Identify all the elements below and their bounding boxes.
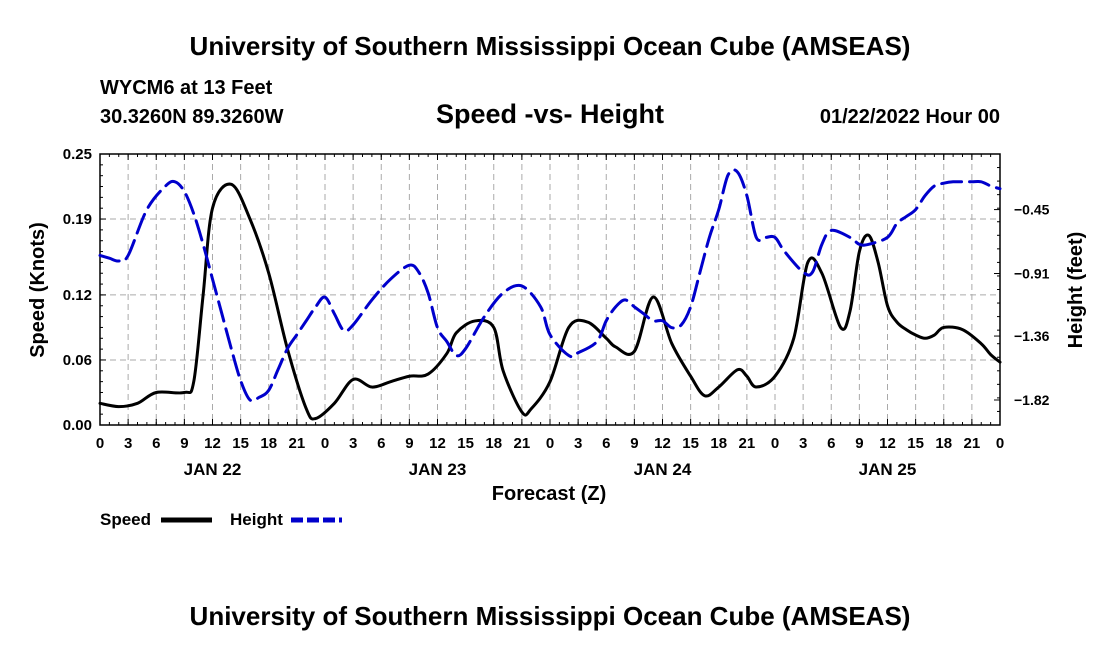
legend-speed-label: Speed (100, 510, 151, 529)
x-tick-label: 9 (180, 435, 188, 452)
y-axis-title: Speed (Knots) (27, 222, 49, 358)
x-tick-label: 12 (879, 435, 896, 452)
footer-title: University of Southern Mississippi Ocean… (189, 601, 911, 631)
x-tick-label: 6 (602, 435, 610, 452)
x-tick-label: 9 (630, 435, 638, 452)
y-tick-label: 0.00 (63, 417, 92, 434)
x-tick-label: 15 (682, 435, 699, 452)
y-tick-label: 0.19 (63, 211, 92, 228)
x-tick-label: 0 (546, 435, 554, 452)
legend: Speed Height (100, 510, 342, 529)
x-tick-label: 12 (204, 435, 221, 452)
x-tick-label: 18 (935, 435, 952, 452)
x-tick-label: 15 (232, 435, 249, 452)
station-label: WYCM6 at 13 Feet (100, 77, 273, 99)
x-tick-label: 0 (321, 435, 329, 452)
y2-tick-label: −0.45 (1014, 202, 1050, 218)
x-tick-label: 3 (574, 435, 582, 452)
series-line-speed (98, 182, 1002, 421)
x-tick-label: 18 (260, 435, 277, 452)
y2-tick-label: −0.91 (1014, 266, 1050, 282)
x-tick-label: 12 (654, 435, 671, 452)
page-title: University of Southern Mississippi Ocean… (189, 31, 911, 61)
x-tick-label: 15 (457, 435, 474, 452)
x-tick-label: 9 (405, 435, 413, 452)
x-tick-label: 6 (152, 435, 160, 452)
date-label: JAN 24 (634, 460, 692, 479)
y2-tick-label: −1.82 (1014, 392, 1050, 408)
date-label: JAN 23 (409, 460, 467, 479)
x-tick-label: 21 (964, 435, 981, 452)
location-label: 30.3260N 89.3260W (100, 106, 284, 128)
grid-lines (100, 154, 1000, 425)
x-tick-label: 18 (710, 435, 727, 452)
y2-axis-title: Height (feet) (1065, 232, 1087, 349)
x-tick-label: 3 (349, 435, 357, 452)
x-tick-label: 6 (827, 435, 835, 452)
date-label: JAN 25 (859, 460, 917, 479)
x-axis-title: Forecast (Z) (492, 483, 606, 505)
y-tick-label: 0.25 (63, 146, 92, 163)
x-tick-label: 0 (96, 435, 104, 452)
legend-height-label: Height (230, 510, 283, 529)
y-tick-label: 0.06 (63, 352, 92, 369)
x-tick-label: 21 (514, 435, 531, 452)
series-layer (98, 168, 1002, 421)
x-tick-label: 6 (377, 435, 385, 452)
x-tick-label: 0 (771, 435, 779, 452)
x-tick-label: 15 (907, 435, 924, 452)
axis-ticks: 0 3 6 9 12 15 18 21 0 3 6 9 12 15 18 21 0 3 6 9 12 15 18 21 0 3 6 9… (63, 146, 1050, 479)
x-tick-label: 3 (799, 435, 807, 452)
y-tick-label: 0.12 (63, 287, 92, 304)
series-line-height (98, 168, 1002, 403)
speed-height-chart: 0 3 6 9 12 15 18 21 0 3 6 9 12 15 18 21 0 3 6 9 12 15 18 21 0 3 6 9… (27, 146, 1087, 529)
date-label: 01/22/2022 Hour 00 (819, 106, 1000, 128)
x-tick-label: 12 (429, 435, 446, 452)
date-label: JAN 22 (184, 460, 242, 479)
x-tick-label: 18 (485, 435, 502, 452)
x-tick-label: 9 (855, 435, 863, 452)
x-tick-label: 0 (996, 435, 1004, 452)
x-tick-label: 3 (124, 435, 132, 452)
chart-title: Speed -vs- Height (435, 99, 665, 129)
x-tick-label: 21 (739, 435, 756, 452)
y2-tick-label: −1.36 (1014, 328, 1050, 344)
x-tick-label: 21 (289, 435, 306, 452)
